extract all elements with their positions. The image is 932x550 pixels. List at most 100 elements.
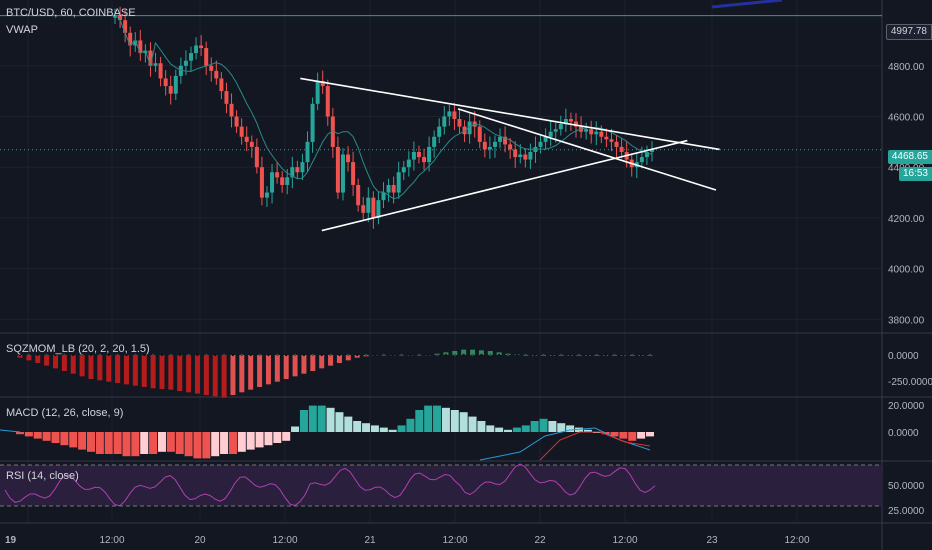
sqzmom-dot [631,353,634,357]
sqzmom-tick-label: -250.0000 [888,377,932,388]
macd-histogram-bar [140,432,149,454]
price-tick-label: 4000.00 [888,265,925,276]
sqzmom-dot [542,353,545,357]
sqzmom-dot [116,353,119,357]
macd-histogram-bar [459,412,468,432]
candle-body [543,136,548,142]
sqzmom-dot [551,353,554,357]
macd-tick-label: 0.0000 [888,428,919,439]
macd-histogram-bar [353,421,362,432]
sqzmom-dot [276,353,279,357]
sqzmom-bar [328,355,334,366]
macd-histogram-bar [33,432,42,439]
sqzmom-dot [515,353,519,357]
candle-body [619,146,624,152]
time-axis-label: 12:00 [612,535,637,546]
sqzmom-bar [203,355,209,395]
vwap-label[interactable]: VWAP [6,24,38,36]
candle-body [548,131,553,137]
macd-histogram-bar [86,432,95,452]
sqzmom-dot [89,353,93,357]
price-tick-label: 4200.00 [888,214,925,225]
sqzmom-bar [336,355,342,363]
sqzmom-dot [27,353,31,357]
macd-pane-title[interactable]: MACD (12, 26, close, 9) [6,407,124,419]
candle-body [325,86,330,117]
macd-histogram-bar [628,432,637,441]
macd-histogram-bar [282,432,291,441]
candle-body [523,154,528,160]
price-tick-label: 3800.00 [888,315,925,326]
sqzmom-bar [70,355,76,374]
sqzmom-bar [345,355,351,361]
macd-histogram-bar [184,432,193,457]
macd-histogram-bar [397,425,406,432]
candle-body [123,20,128,33]
sqzmom-dot [302,353,306,357]
macd-histogram-bar [51,432,60,443]
sqzmom-dot [497,353,501,357]
sqzmom-dot [63,353,66,357]
sqzmom-dot [267,353,270,357]
candle-body [138,40,143,54]
candle-body [254,146,259,168]
candle-body [574,121,579,127]
candle-body [173,75,178,94]
sqzmom-bar [292,355,298,377]
time-axis-label: 12:00 [442,535,467,546]
sqzmom-dot [36,353,39,357]
macd-histogram-bar [637,432,646,439]
rsi-pane-title[interactable]: RSI (14, close) [6,470,79,482]
candle-body [422,157,427,163]
symbol-header[interactable]: BTC/USD, 60, COINBASE [6,7,136,19]
sqzmom-dot [471,353,474,357]
candle-body [113,15,117,18]
sqzmom-dot [125,353,128,357]
sqzmom-dot [284,353,288,357]
candle-body [462,126,467,135]
sqzmom-bar [186,355,192,393]
sqzmom-dot [249,353,252,357]
candle-body [589,129,594,135]
time-axis-label: 12:00 [272,535,297,546]
sqzmom-bar [443,352,449,355]
sqzmom-dot [54,353,57,357]
candle-body [457,119,462,127]
time-axis-label: 23 [706,535,718,546]
sqzmom-dot [382,353,386,357]
candle-body [467,121,472,135]
candle-body [376,200,381,218]
candle-body [340,154,345,193]
sqzmom-dot [134,353,137,357]
sqzmom-bar [239,355,245,393]
bar-countdown-tag: 16:53 [898,167,932,181]
sqzmom-dot [400,353,403,357]
sqzmom-dot [187,353,190,357]
candle-body [315,80,320,104]
sqzmom-dot [293,353,297,357]
candle-body [482,141,487,150]
sqzmom-dot [98,353,102,357]
macd-histogram-bar [291,426,300,432]
sqzmom-dot [205,353,208,357]
sqzmom-bar [310,355,316,371]
sqzmom-dot [329,353,332,357]
macd-histogram-bar [69,432,78,448]
vwap-line [114,14,653,200]
sqzmom-dot [639,353,643,357]
sqzmom-bar [132,355,138,386]
sqzmom-bar [248,355,254,390]
sqzmom-pane-title[interactable]: SQZMOM_LB (20, 2, 20, 1.5) [6,343,150,355]
candle-body [183,60,188,66]
sqzmom-bar [194,355,200,394]
macd-histogram-bar [78,432,87,450]
candle-body [158,63,163,79]
sqzmom-bar [496,352,502,355]
candle-body [477,126,482,142]
sqzmom-dot [151,353,155,357]
sqzmom-dot [45,353,48,357]
sqzmom-bar [470,349,476,355]
candle-body [508,144,513,150]
macd-histogram-bar [530,421,539,432]
